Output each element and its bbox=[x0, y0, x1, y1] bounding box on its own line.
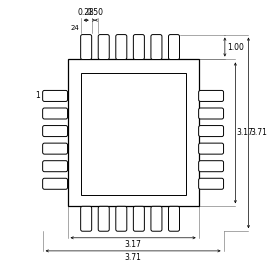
FancyBboxPatch shape bbox=[168, 206, 179, 231]
FancyBboxPatch shape bbox=[199, 178, 224, 189]
FancyBboxPatch shape bbox=[116, 206, 127, 231]
Text: 3.71: 3.71 bbox=[125, 253, 141, 262]
FancyBboxPatch shape bbox=[81, 35, 92, 60]
FancyBboxPatch shape bbox=[199, 90, 224, 101]
FancyBboxPatch shape bbox=[98, 206, 109, 231]
FancyBboxPatch shape bbox=[43, 143, 68, 154]
FancyBboxPatch shape bbox=[168, 35, 179, 60]
FancyBboxPatch shape bbox=[43, 161, 68, 172]
FancyBboxPatch shape bbox=[151, 35, 162, 60]
Text: 3.17: 3.17 bbox=[125, 240, 141, 249]
FancyBboxPatch shape bbox=[43, 178, 68, 189]
FancyBboxPatch shape bbox=[98, 35, 109, 60]
Text: 24: 24 bbox=[70, 26, 79, 31]
FancyBboxPatch shape bbox=[199, 143, 224, 154]
Bar bbox=[68, 60, 199, 206]
FancyBboxPatch shape bbox=[43, 126, 68, 136]
FancyBboxPatch shape bbox=[43, 108, 68, 119]
FancyBboxPatch shape bbox=[116, 35, 127, 60]
FancyBboxPatch shape bbox=[133, 35, 144, 60]
FancyBboxPatch shape bbox=[199, 126, 224, 136]
Text: 1.00: 1.00 bbox=[228, 43, 244, 52]
Text: 0.28: 0.28 bbox=[78, 8, 94, 17]
FancyBboxPatch shape bbox=[81, 206, 92, 231]
FancyBboxPatch shape bbox=[133, 206, 144, 231]
Text: 1: 1 bbox=[35, 92, 40, 101]
Text: 0.50: 0.50 bbox=[86, 8, 104, 17]
FancyBboxPatch shape bbox=[199, 161, 224, 172]
FancyBboxPatch shape bbox=[43, 90, 68, 101]
FancyBboxPatch shape bbox=[199, 108, 224, 119]
Text: 3.71: 3.71 bbox=[250, 128, 267, 138]
Bar bbox=[81, 73, 186, 194]
Text: 3.17: 3.17 bbox=[237, 128, 254, 138]
FancyBboxPatch shape bbox=[151, 206, 162, 231]
